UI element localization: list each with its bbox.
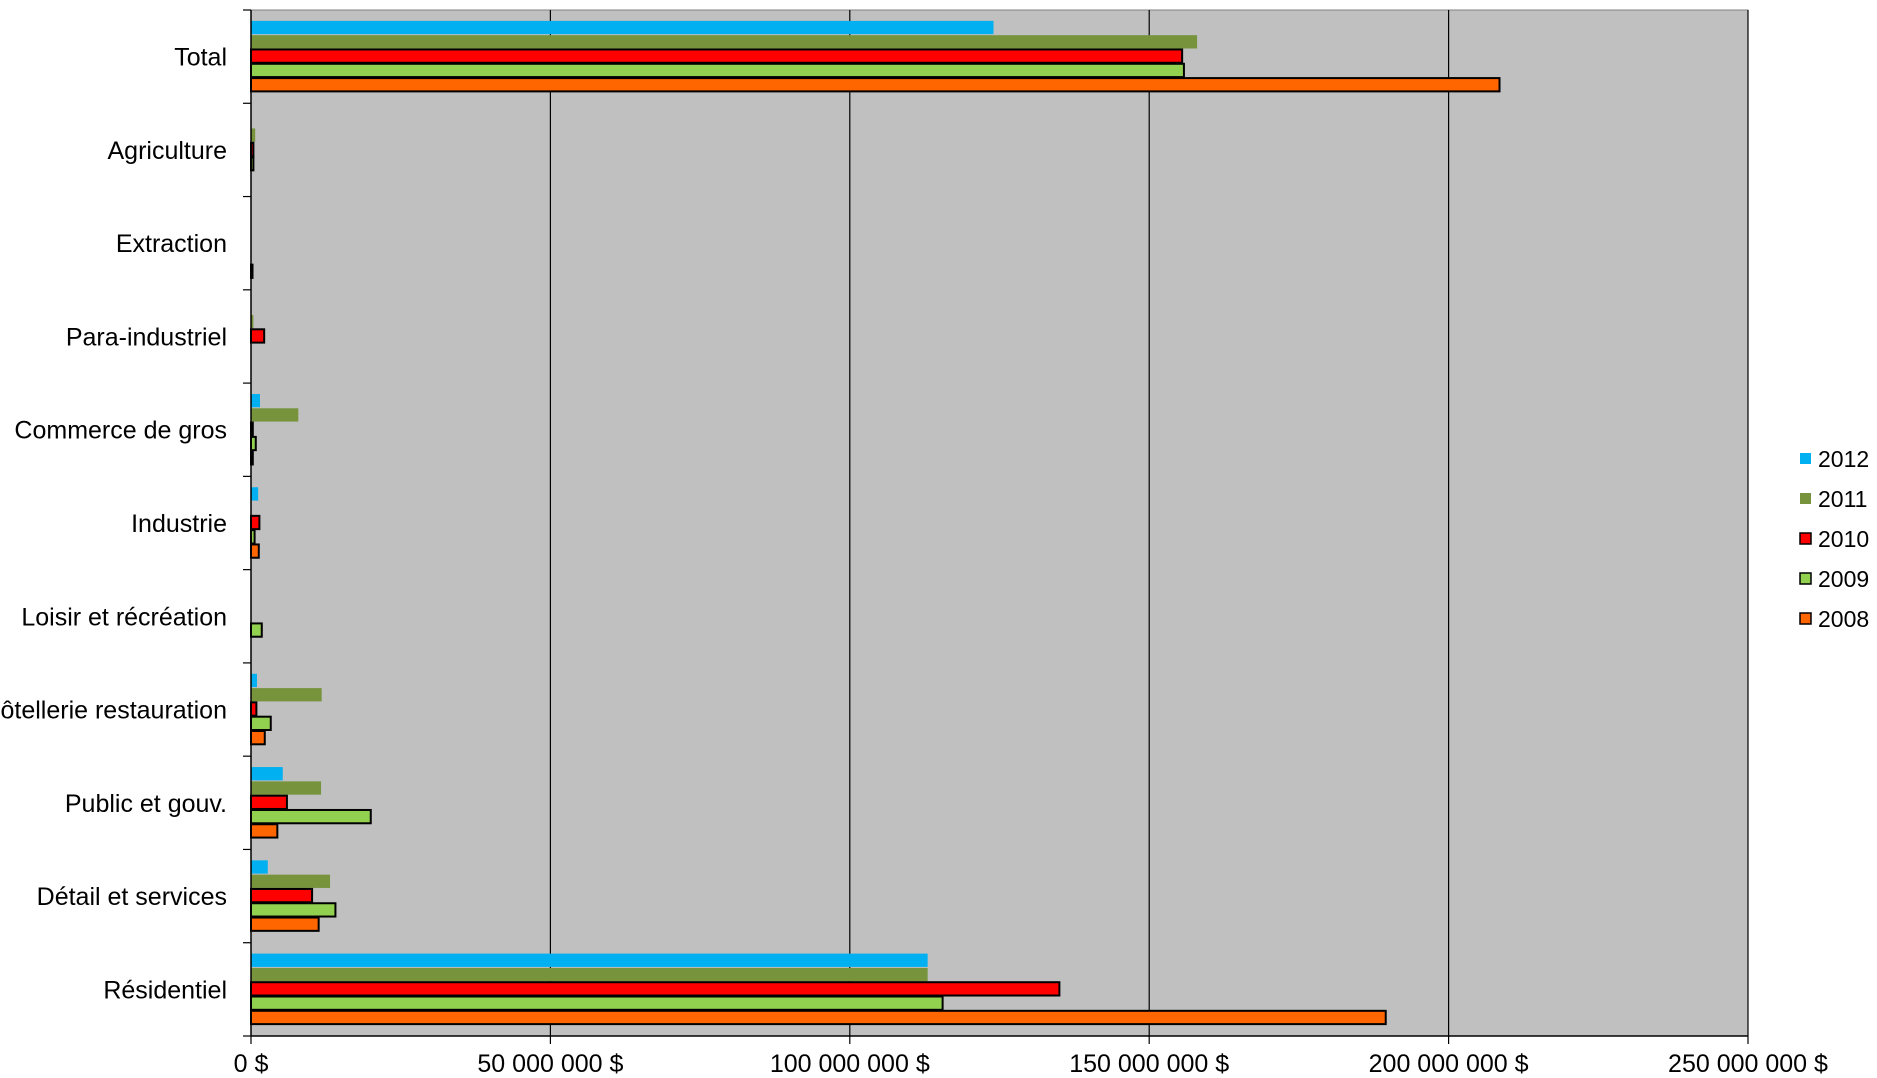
legend-label-2011: 2011 (1818, 486, 1867, 512)
bar-2011-10 (251, 967, 928, 982)
category-label: Loisir et récréation (21, 603, 227, 631)
bar-2008-10 (250, 1009, 1387, 1026)
bar-2009-6 (250, 622, 263, 638)
bar-2009-8 (250, 808, 372, 825)
bar-2010-10 (250, 981, 1061, 997)
legend-label-2009: 2009 (1818, 566, 1869, 592)
legend-swatch-2012 (1800, 453, 1811, 464)
legend-label-2010: 2010 (1818, 526, 1869, 552)
legend-swatch-2009 (1799, 572, 1812, 585)
bar-2008-9 (250, 916, 320, 932)
category-label: Détail et services (37, 883, 227, 911)
bar-2012-8 (251, 767, 283, 781)
legend-swatch-2010 (1799, 532, 1812, 545)
legend-swatch-2011 (1800, 493, 1811, 504)
legend-swatch-2008 (1799, 612, 1812, 625)
bar-2010-3 (250, 328, 266, 344)
bar-2011-3 (251, 315, 254, 329)
bar-2011-1 (251, 128, 256, 142)
bar-2010-9 (250, 887, 314, 904)
x-tick-label: 150 000 000 $ (1069, 1050, 1229, 1078)
category-label: Total (174, 44, 227, 72)
bar-2011-4 (251, 408, 299, 422)
x-tick-label: 200 000 000 $ (1369, 1050, 1529, 1078)
bar-2010-8 (250, 794, 288, 810)
category-label: Hôtellerie restauration (0, 697, 227, 725)
bar-2008-0 (250, 77, 1501, 93)
bar-2012-7 (251, 673, 257, 688)
category-label: Extraction (116, 230, 227, 258)
bar-2009-9 (250, 902, 337, 918)
bar-2011-7 (251, 688, 322, 702)
bar-2012-0 (251, 20, 994, 35)
plot-area (250, 9, 1749, 1037)
bar-2012-10 (251, 953, 928, 967)
bar-2012-4 (251, 393, 260, 408)
bar-2008-5 (250, 543, 260, 559)
bar-2008-8 (250, 823, 279, 839)
bar-2008-7 (250, 729, 266, 746)
x-tick-label: 100 000 000 $ (770, 1050, 930, 1078)
bar-2011-8 (251, 781, 322, 795)
x-tick-label: 50 000 000 $ (477, 1050, 623, 1078)
category-label: Public et gouv. (65, 790, 227, 818)
bar-2010-5 (250, 514, 261, 531)
bar-2011-0 (251, 35, 1198, 49)
category-label: Agriculture (108, 137, 228, 165)
category-label: Para-industriel (66, 323, 227, 351)
bar-2010-7 (250, 701, 258, 717)
bar-2009-0 (250, 62, 1185, 79)
legend-label-2008: 2008 (1818, 606, 1869, 632)
x-tick-label: 250 000 000 $ (1668, 1050, 1828, 1078)
bar-2009-10 (250, 995, 944, 1011)
category-label: Résidentiel (103, 976, 227, 1004)
bar-2009-7 (250, 715, 272, 731)
bar-2011-9 (251, 874, 331, 888)
bar-2010-0 (250, 48, 1184, 64)
bar-2012-5 (251, 487, 259, 501)
x-tick-label: 0 $ (234, 1050, 269, 1078)
category-label: Commerce de gros (14, 417, 227, 445)
legend-label-2012: 2012 (1818, 446, 1869, 472)
category-label: Industrie (131, 510, 227, 538)
bar-2012-9 (251, 860, 268, 874)
